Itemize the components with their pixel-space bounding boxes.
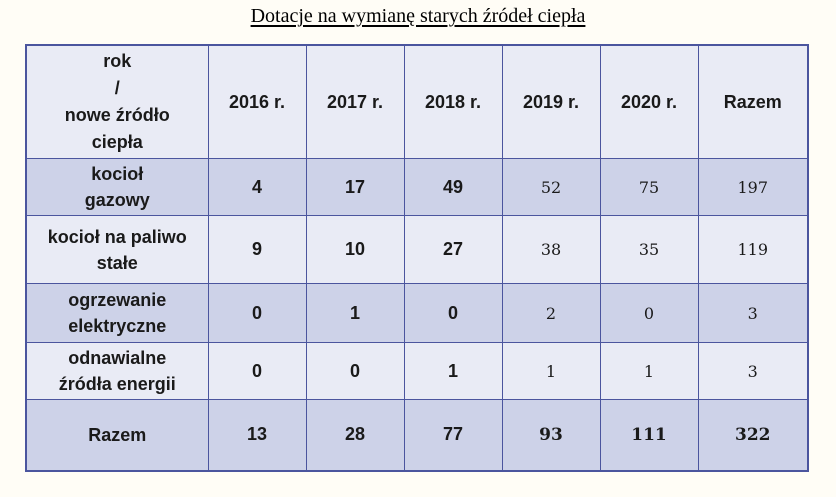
total-cell: 111 <box>599 399 699 471</box>
table-row-odnawialne-zrodla-energii: odnawialne źródła energii 0 0 1 1 1 3 <box>25 342 809 400</box>
data-cell: 1 <box>403 342 503 400</box>
total-cell: 93 <box>501 399 601 471</box>
table-row-razem-total: Razem 13 28 77 93 111 322 <box>25 399 809 471</box>
data-cell: 0 <box>599 283 699 343</box>
row-label-kociol-na-paliwo-stale: kocioł na paliwo stałe <box>25 215 209 284</box>
data-cell: 52 <box>501 158 601 216</box>
row-total-cell: 119 <box>697 215 809 284</box>
table-row-ogrzewanie-elektryczne: ogrzewanie elektryczne 0 1 0 2 0 3 <box>25 283 809 343</box>
subsidies-table: rok / nowe źródło ciepła 2016 r. 2017 r.… <box>25 44 809 472</box>
data-cell: 27 <box>403 215 503 284</box>
page-title: Dotacje na wymianę starych źródeł ciepła <box>250 5 586 27</box>
data-cell: 2 <box>501 283 601 343</box>
grand-total-cell: 322 <box>697 399 809 471</box>
data-cell: 4 <box>207 158 307 216</box>
data-cell: 0 <box>207 283 307 343</box>
data-cell: 10 <box>305 215 405 284</box>
data-cell: 1 <box>599 342 699 400</box>
total-cell: 77 <box>403 399 503 471</box>
row-total-cell: 3 <box>697 342 809 400</box>
data-cell: 35 <box>599 215 699 284</box>
table-row-kociol-na-paliwo-stale: kocioł na paliwo stałe 9 10 27 38 35 119 <box>25 215 809 284</box>
data-cell: 17 <box>305 158 405 216</box>
table-row-kociol-gazowy: kocioł gazowy 4 17 49 52 75 197 <box>25 158 809 216</box>
col-header-2020: 2020 r. <box>599 44 699 159</box>
data-cell: 38 <box>501 215 601 284</box>
corner-header: rok / nowe źródło ciepła <box>25 44 209 159</box>
col-header-razem: Razem <box>697 44 809 159</box>
data-cell: 1 <box>501 342 601 400</box>
row-label-ogrzewanie-elektryczne: ogrzewanie elektryczne <box>25 283 209 343</box>
col-header-2017: 2017 r. <box>305 44 405 159</box>
col-header-2019: 2019 r. <box>501 44 601 159</box>
col-header-2018: 2018 r. <box>403 44 503 159</box>
header-row: rok / nowe źródło ciepła 2016 r. 2017 r.… <box>25 44 809 159</box>
data-cell: 0 <box>305 342 405 400</box>
row-label-kociol-gazowy: kocioł gazowy <box>25 158 209 216</box>
row-total-cell: 197 <box>697 158 809 216</box>
total-cell: 28 <box>305 399 405 471</box>
data-cell: 1 <box>305 283 405 343</box>
data-cell: 75 <box>599 158 699 216</box>
total-cell: 13 <box>207 399 307 471</box>
row-label-odnawialne-zrodla-energii: odnawialne źródła energii <box>25 342 209 400</box>
col-header-2016: 2016 r. <box>207 44 307 159</box>
data-cell: 49 <box>403 158 503 216</box>
row-total-cell: 3 <box>697 283 809 343</box>
data-cell: 0 <box>403 283 503 343</box>
row-label-razem: Razem <box>25 399 209 471</box>
data-cell: 0 <box>207 342 307 400</box>
data-cell: 9 <box>207 215 307 284</box>
